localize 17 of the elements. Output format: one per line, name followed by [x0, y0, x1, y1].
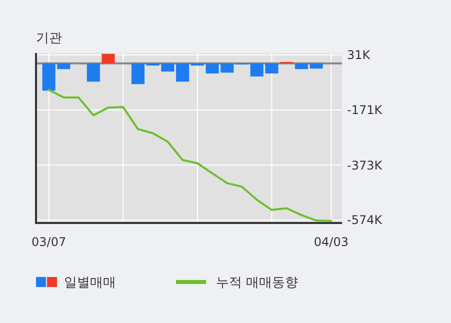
line-series — [48, 88, 332, 222]
y-tick-label: -171K — [347, 103, 384, 118]
x-tick-label: 03/07 — [32, 235, 66, 249]
y-tick-label: -574K — [347, 213, 384, 228]
y-tick-label: -373K — [347, 158, 384, 172]
bar — [294, 63, 308, 70]
bar — [190, 63, 204, 66]
bar — [131, 63, 145, 84]
chart-title: 기관 — [36, 31, 62, 46]
x-tick-label: 04/03 — [314, 235, 348, 249]
y-tick-label: 31K — [347, 48, 372, 62]
legend-label: 누적 매매동향 — [216, 276, 298, 291]
bar — [86, 63, 100, 82]
bar — [102, 54, 115, 64]
bar — [176, 63, 190, 82]
bar — [310, 63, 323, 69]
legend-label: 일별매매 — [64, 276, 116, 291]
